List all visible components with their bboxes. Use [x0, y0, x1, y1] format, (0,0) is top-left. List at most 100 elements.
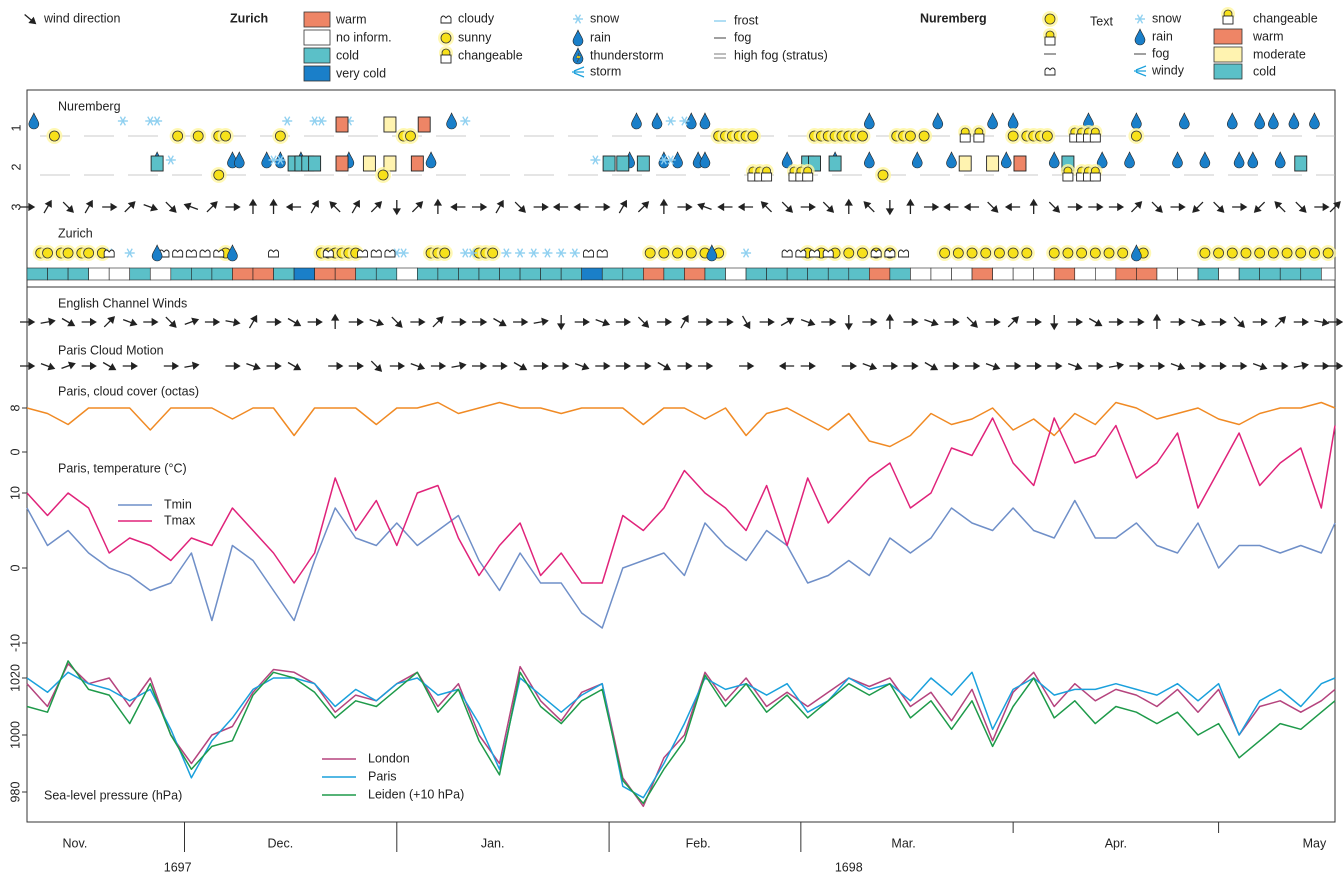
- snow-stroke: [530, 248, 537, 258]
- symbol-snow: [316, 116, 327, 126]
- symbol-arrow: [513, 317, 529, 327]
- class-cell: [1321, 267, 1336, 281]
- panel-title: Paris Cloud Motion: [58, 343, 164, 357]
- symbol-arrow: [122, 318, 138, 327]
- sun-disc: [1117, 247, 1129, 259]
- symbol-arrow: [1170, 362, 1186, 371]
- symbol-sun: [169, 128, 186, 144]
- sun-disc: [1103, 247, 1115, 259]
- symbol-arrow: [1048, 201, 1061, 213]
- sun-disc: [1226, 247, 1238, 259]
- rain-drop: [446, 112, 457, 130]
- change-box: [1089, 172, 1101, 182]
- class-cell: [1197, 267, 1219, 281]
- plot-frame: [26, 89, 1336, 823]
- symbol-box-warm: [335, 155, 349, 172]
- symbol-snow: [1135, 14, 1145, 24]
- symbol-cloudy: [103, 249, 115, 258]
- symbol-arrow: [1191, 318, 1206, 327]
- symbol-cloudy: [370, 249, 382, 258]
- symbol-box-moderate: [383, 116, 397, 133]
- wind-arrow: [1088, 317, 1103, 327]
- wind-arrow: [124, 201, 136, 213]
- wind-arrow: [966, 316, 978, 328]
- symbol-arrow: [307, 317, 323, 327]
- wind-arrow: [81, 361, 97, 371]
- cloud: [583, 249, 594, 258]
- rain-drop: [1000, 151, 1012, 169]
- rain-drop: [1172, 151, 1183, 169]
- symbol-rain: [911, 151, 923, 169]
- wind-arrow: [433, 198, 443, 214]
- symbol-arrow: [81, 317, 97, 327]
- symbol-rain: [425, 151, 437, 169]
- month-label: Dec.: [268, 836, 294, 850]
- symbol-sun: [902, 128, 919, 144]
- symbol-arrow: [184, 361, 200, 370]
- snow-stroke: [311, 116, 318, 126]
- class-box: [1013, 155, 1027, 172]
- symbol-changeable: [800, 164, 815, 182]
- wind-arrow: [737, 202, 754, 212]
- symbol-arrow: [885, 313, 895, 329]
- symbol-sun: [1210, 245, 1227, 261]
- symbol-arrow: [1314, 318, 1330, 327]
- wind-arrow: [184, 361, 200, 370]
- rain-drop: [1131, 112, 1142, 130]
- symbol-arrow: [741, 315, 751, 330]
- snow-stroke: [167, 155, 174, 165]
- symbol-arrow: [1211, 317, 1227, 327]
- wind-arrow: [1293, 361, 1309, 370]
- wind-arrow: [389, 361, 406, 371]
- symbol-snow: [467, 248, 478, 258]
- symbol-box-cold: [828, 155, 842, 172]
- symbol-rain: [1199, 151, 1211, 169]
- wind-arrow: [1274, 201, 1286, 213]
- snow-stroke: [571, 248, 578, 258]
- legend-swatch: [303, 29, 331, 46]
- wind-arrow: [924, 361, 939, 371]
- wind-arrow: [287, 317, 302, 327]
- wind-arrow: [924, 318, 939, 327]
- wind-arrow: [20, 317, 36, 327]
- wind-arrow: [1129, 317, 1145, 327]
- wind-arrow: [1314, 318, 1330, 327]
- symbol-changeable: [759, 164, 774, 182]
- symbol-rain: [233, 151, 245, 169]
- class-cell: [869, 267, 891, 281]
- symbol-rain: [227, 244, 238, 262]
- wind-arrow: [103, 316, 116, 328]
- cloud: [870, 249, 882, 258]
- snow-stroke: [558, 248, 565, 258]
- symbol-arrow: [862, 362, 878, 371]
- symbol-box-warm: [335, 116, 349, 133]
- symbol-arrow: [533, 317, 549, 326]
- wind-arrow: [697, 361, 714, 371]
- wind-arrow: [514, 201, 526, 213]
- symbol-arrow: [697, 361, 714, 371]
- rain-drop: [1096, 151, 1108, 169]
- wind-arrow: [533, 202, 549, 212]
- symbol-arrow: [987, 201, 999, 213]
- cloud: [809, 249, 820, 258]
- wind-arrow: [430, 361, 447, 371]
- symbol-rain: [1268, 112, 1279, 130]
- symbol-sun: [683, 245, 700, 261]
- symbol-arrow: [822, 201, 835, 213]
- cloud: [103, 249, 115, 258]
- sun-disc: [440, 32, 452, 44]
- symbol-sun: [1005, 128, 1022, 144]
- symbol-changeable: [958, 125, 973, 143]
- symbol-cloudy: [322, 249, 334, 258]
- symbol-sun: [438, 30, 454, 46]
- wind-arrow: [287, 361, 302, 371]
- symbol-arrow: [310, 199, 319, 214]
- wind-arrow: [351, 199, 360, 214]
- sun-disc: [857, 247, 868, 259]
- sun-disc: [1322, 247, 1334, 259]
- class-cell: [519, 267, 541, 281]
- symbol-arrow: [102, 361, 117, 371]
- symbol-thunderstorm: [572, 47, 584, 65]
- wind-arrow: [822, 201, 835, 213]
- symbol-arrow: [697, 202, 712, 211]
